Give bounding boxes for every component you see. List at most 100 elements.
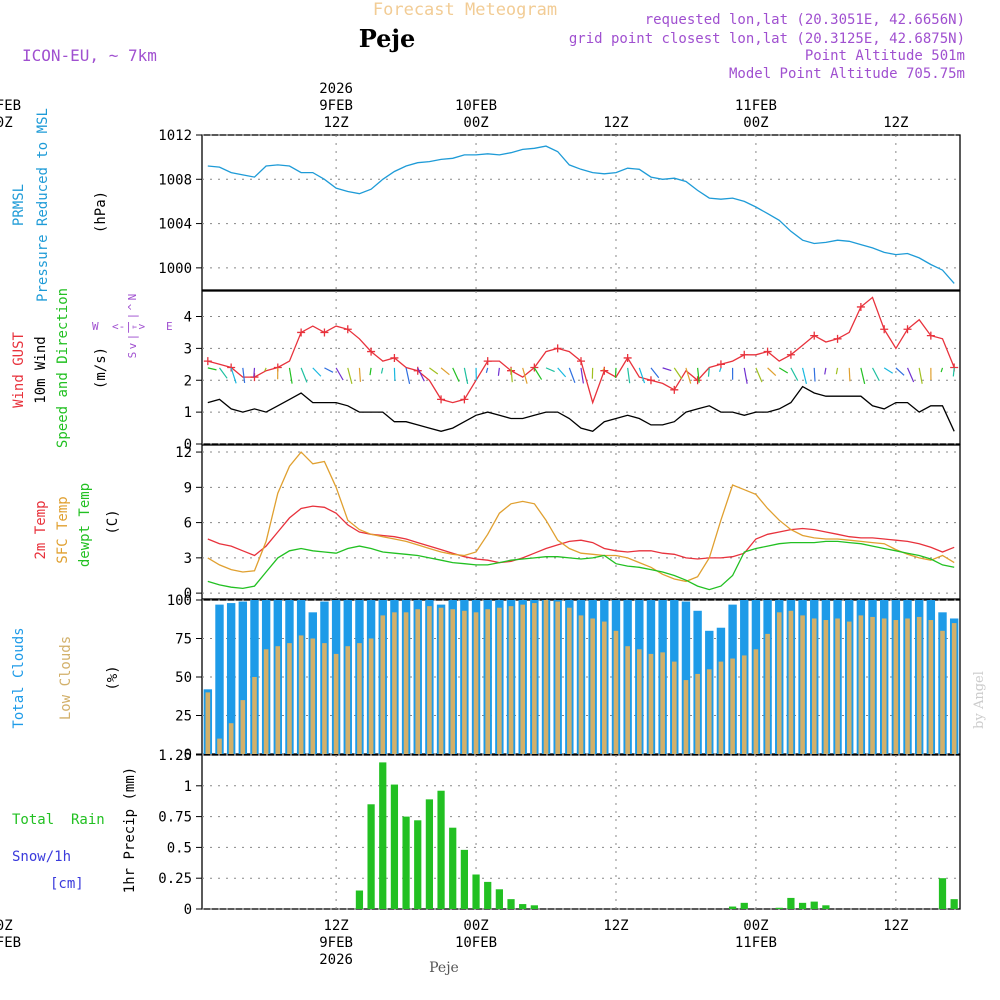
rain-bar-52 [810,901,818,909]
rain-bar-20 [437,790,445,909]
cloud-bar-low-0 [205,692,211,754]
wind-arrow-30 [557,367,567,378]
top-axis-label-3-1: 00Z [743,115,768,131]
rain-bar-27 [519,904,527,909]
rain-bar-28 [530,905,538,909]
gust-marker-10 [320,328,329,337]
cloud-label-low: Low Clouds [58,636,74,720]
wind-arrow-51 [801,367,808,384]
ytick-label-5: 1.25 [158,748,192,764]
gust-marker-28 [530,363,539,372]
cloud-bar-low-15 [380,615,386,754]
wind-arrow-34 [602,367,605,371]
compass-we-arrow: <-|-> [112,320,145,333]
wind-arrow-5 [264,367,267,372]
wind-arrow-2 [230,367,237,384]
top-axis-label-1-1: 00Z [463,115,488,131]
rain-bar-18 [414,820,422,909]
bottom-axis-label-1-0: 00Z [463,918,488,934]
gust-marker-22 [460,395,469,404]
wind-arrow-20 [440,367,450,376]
cloud-bar-low-37 [636,649,642,754]
cloud-bar-low-6 [275,646,281,754]
rain-bar-23 [472,874,480,909]
cloud-bar-low-7 [287,643,292,754]
cloud-bar-low-56 [858,615,864,754]
wind-arrow-63 [940,367,944,373]
wind-arrow-41 [685,367,692,384]
cloud-bar-low-48 [765,633,770,754]
compass-arrow-5: v [126,342,139,349]
ytick-label-1: 1 [184,405,192,421]
wind-arrow-48 [767,367,777,377]
rain-bar-64 [950,899,958,909]
cloud-bar-low-42 [695,673,700,754]
gust-marker-14 [367,347,376,356]
cloud-bar-low-60 [905,618,910,754]
cloud-bar-low-62 [928,620,934,754]
wind-arrow-29 [545,367,555,373]
compass-e: E [166,320,173,333]
cloud-bar-low-18 [415,609,421,754]
cloud-bar-low-1 [217,738,222,754]
cloud-bar-low-26 [508,606,514,754]
cloud-bar-low-50 [788,610,794,754]
gust-marker-54 [833,334,842,343]
rain-bar-24 [484,881,492,909]
wind-arrow-55 [848,367,851,382]
wind-arrow-12 [347,367,353,384]
gust-marker-36 [623,353,632,362]
cloud-bar-low-63 [940,630,945,754]
precip-label-rain: Total Rain [12,812,105,828]
cloud-bar-low-9 [310,638,316,754]
cloud-bar-low-38 [648,653,654,754]
gust-marker-60 [903,325,912,334]
cloud-bar-low-27 [520,604,526,754]
wind-arrow-0 [207,367,217,371]
cloud-bar-low-3 [240,700,246,754]
cloud-bar-low-13 [357,643,362,754]
cloud-bar-low-44 [718,661,724,754]
compass-arrow-3: - [126,324,139,331]
wind-arrow-19 [429,367,439,375]
rain-bar-21 [449,827,457,909]
top-axis-label-5-1: 00Z [0,115,13,131]
top-axis-label-0-1: 9FEB [319,98,353,114]
ytick-label-0: 0 [184,747,192,763]
ytick-label-2: 2 [184,373,192,389]
cloud-bar-low-64 [951,623,957,754]
cloud-panel-labels: Total Clouds Low Clouds (%) [11,627,121,728]
bottom-axis-label-2-0: 12Z [603,918,628,934]
precip-label-cm: [cm] [50,876,84,892]
ytick-label-4: 4 [184,310,192,326]
compass-s: S [126,352,139,359]
temp-label-dewpt: dewpt Temp [77,483,93,567]
wind-arrow-26 [510,367,513,383]
cloud-bar-low-22 [462,610,467,754]
cloud-bar-low-8 [298,635,304,754]
rain-bar-49 [775,907,783,909]
wind-arrow-8 [300,367,308,383]
rain-bar-13 [355,890,364,909]
title: Forecast Meteogram [373,0,557,20]
ytick-label-1: 25 [175,709,192,725]
bottom-time-axis: 12Z9FEB202600Z10FEB12Z00Z11FEB12Z00Z12FE… [0,918,909,968]
cloud-bar-low-61 [916,616,922,754]
bottom-axis-label-3-0: 00Z [743,918,768,934]
precip-panel: 0 0.25 0.5 0.75 1 1.25 [158,748,961,918]
ytick-label-4: 100 [167,593,192,609]
cloud-bar-low-35 [613,630,619,754]
gust-marker-50 [786,350,795,359]
series-line-wind-gust [207,296,955,405]
cloud-bar-low-11 [333,653,339,754]
wind-arrow-57 [872,367,880,382]
cloud-bar-low-17 [403,612,409,754]
gust-marker-30 [553,344,562,353]
gust-marker-52 [810,331,819,340]
temperature-panel: 0 3 6 9 12 [175,444,961,602]
gust-marker-2 [227,363,236,372]
gridpoint-coords: grid point closest lon,lat (20.3125E, 42… [569,31,965,47]
ytick-label-3: 3 [184,341,192,357]
panel-frame [201,754,961,910]
bottom-axis-label-5-1: 12FEB [0,935,21,951]
